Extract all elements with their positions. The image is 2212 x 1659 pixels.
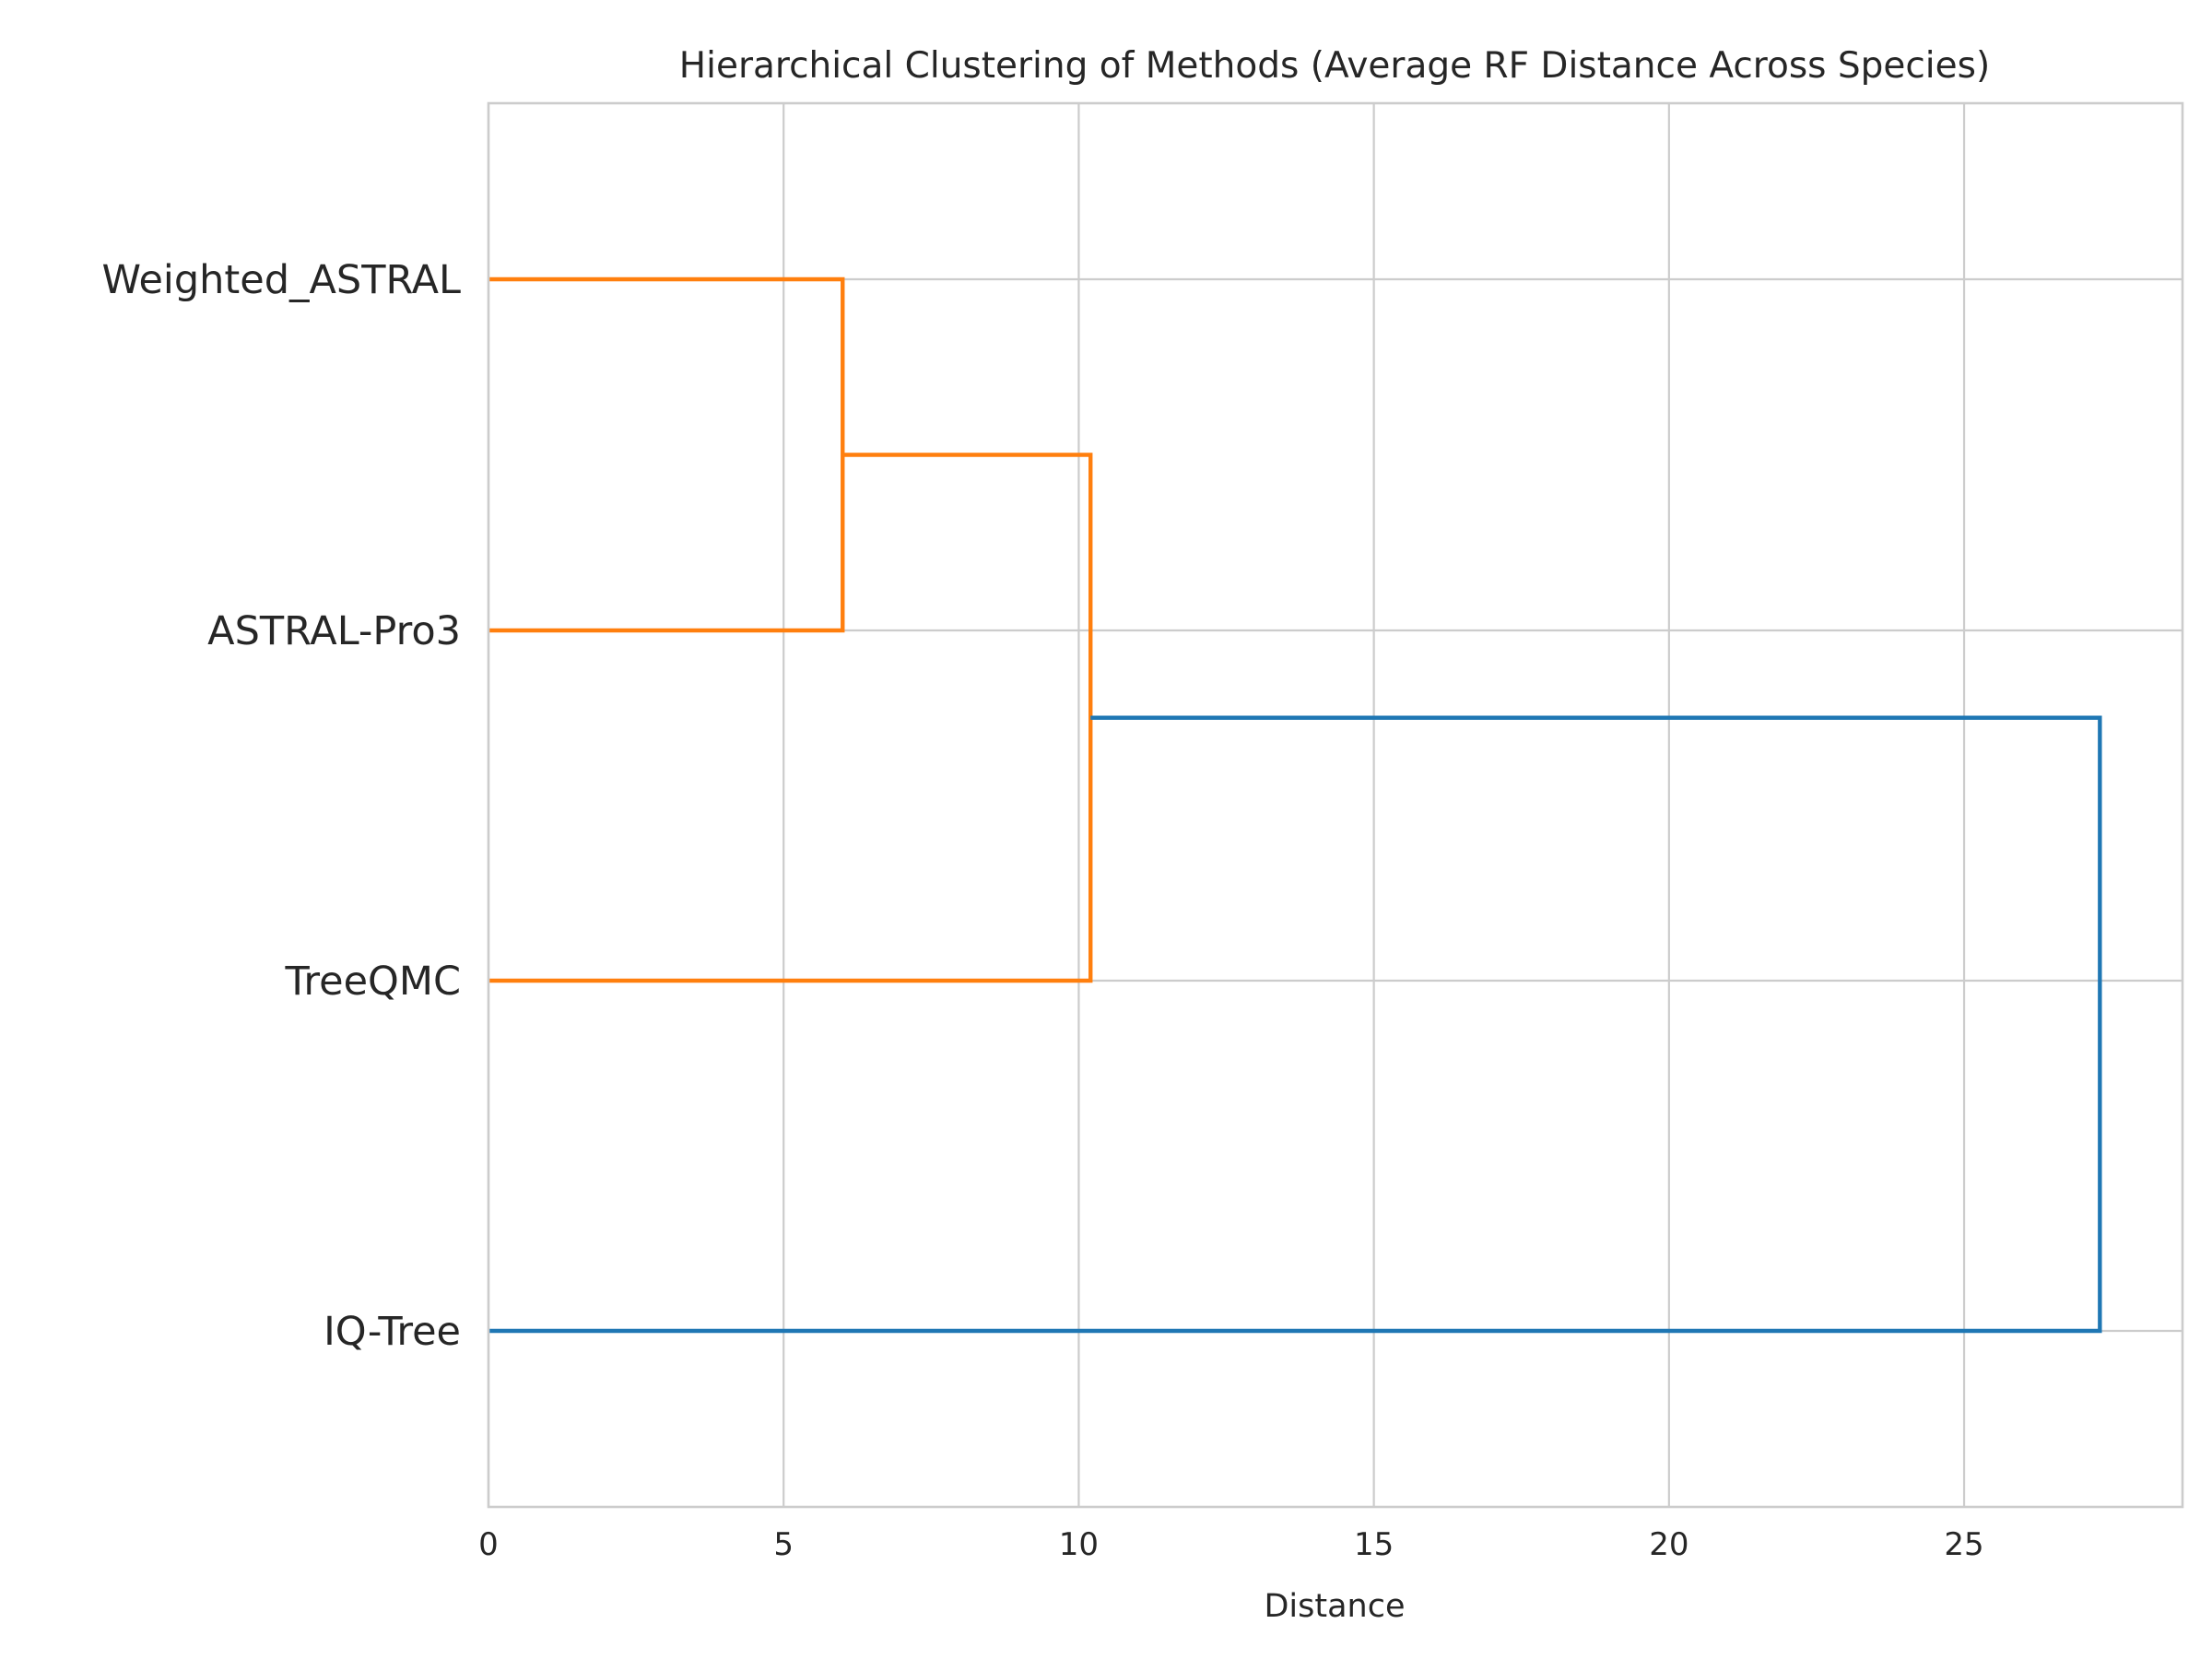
x-tick-label: 20 <box>1649 1526 1688 1563</box>
x-tick-label: 10 <box>1059 1526 1099 1563</box>
plot-frame <box>487 101 2184 1509</box>
grid <box>487 103 2183 1507</box>
dendrogram-link-1 <box>488 276 845 633</box>
dendrogram-link-2 <box>488 453 1093 983</box>
dendrogram-link-3 <box>488 715 2102 1334</box>
x-tick-label: 0 <box>478 1526 499 1563</box>
x-tick-label: 25 <box>1944 1526 1983 1563</box>
leaf-label: IQ-Tree <box>324 1309 461 1355</box>
x-axis-label: Distance <box>1264 1588 1405 1625</box>
leaf-label: TreeQMC <box>284 959 461 1005</box>
chart-title: Hierarchical Clustering of Methods (Aver… <box>679 45 1990 87</box>
y-axis-ticks: Weighted_ASTRAL ASTRAL-Pro3 TreeQMC IQ-Tree <box>101 257 461 1355</box>
leaf-label: ASTRAL-Pro3 <box>207 608 461 654</box>
dendrogram-links <box>488 276 2102 1334</box>
leaf-label: Weighted_ASTRAL <box>101 257 461 303</box>
x-tick-label: 15 <box>1354 1526 1394 1563</box>
x-tick-label: 5 <box>773 1526 794 1563</box>
x-axis-ticks: 0 5 10 15 20 25 <box>478 1526 1983 1563</box>
